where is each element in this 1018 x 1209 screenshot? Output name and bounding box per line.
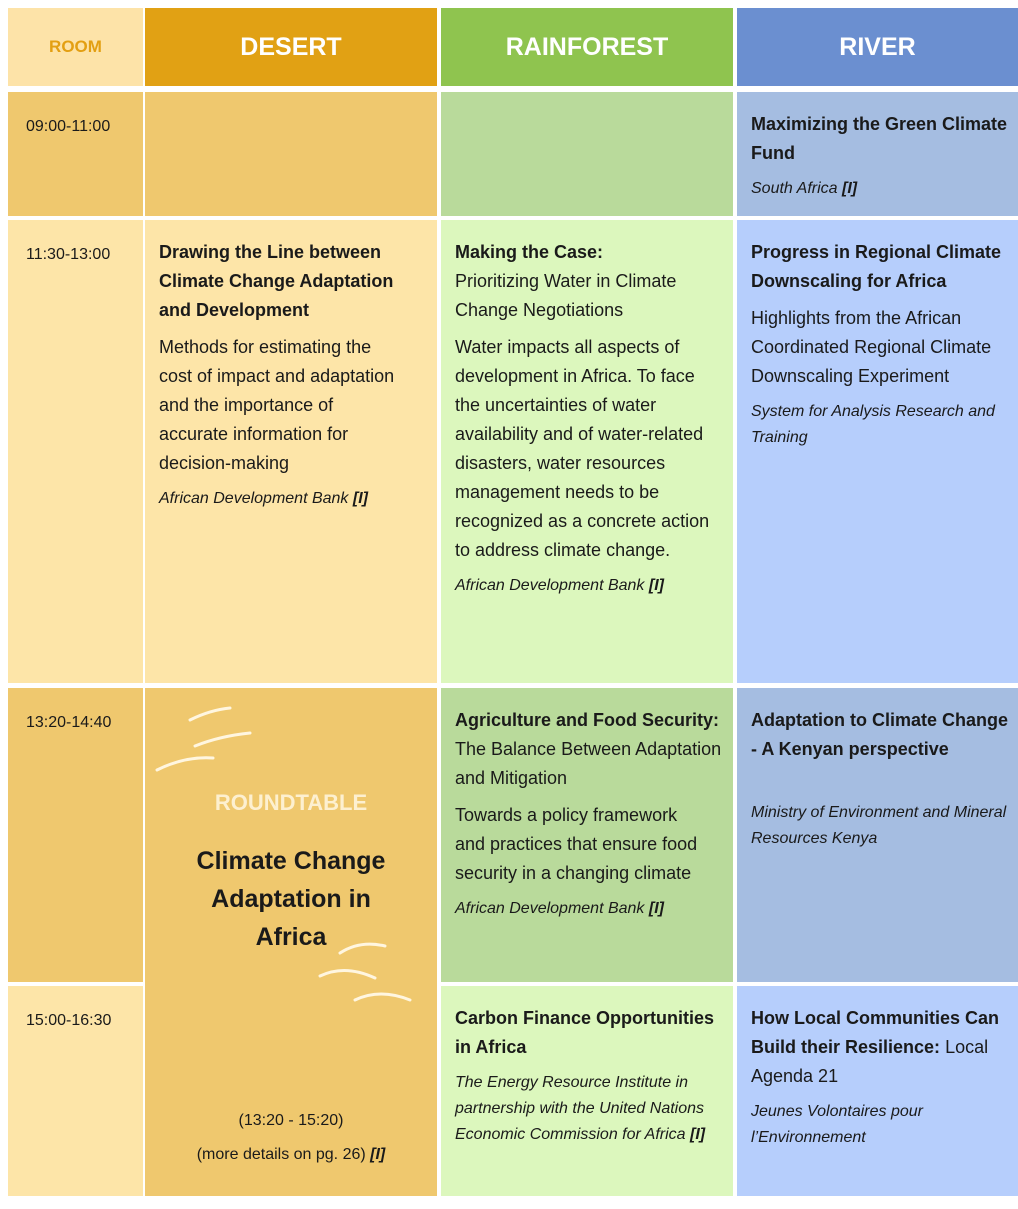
organization: African Development Bank [I] <box>455 896 723 922</box>
tag: [I] <box>649 577 664 594</box>
session: Adaptation to Climate Change - A Kenyan … <box>737 688 1018 982</box>
header-river: RIVER <box>737 8 1018 86</box>
title: Progress in Regional Climate Downscaling… <box>751 238 1008 296</box>
roundtable: ROUNDTABLE Climate Change Adaptation in … <box>145 688 437 1196</box>
time-cell: 11:30-13:00 <box>8 220 143 683</box>
organization: African Development Bank [I] <box>455 573 723 599</box>
title: Carbon Finance Opportunities in Africa <box>455 1004 723 1062</box>
organization: Jeunes Volontaires pour l’Environnement <box>751 1099 1008 1151</box>
session: Agriculture and Food Security: The Balan… <box>441 688 733 982</box>
organization: System for Analysis Research and Trainin… <box>751 399 1008 451</box>
description: Highlights from the African Coordinated … <box>751 304 1008 391</box>
session: Progress in Regional Climate Downscaling… <box>737 220 1018 683</box>
time-cell: 15:00-16:30 <box>8 986 143 1196</box>
description: Towards a policy framework and practices… <box>455 801 723 888</box>
title: Drawing the Line between Climate Change … <box>159 238 427 325</box>
page: {"header":{"room":"ROOM","desert":"DESER… <box>0 0 1018 1209</box>
tag: [I] <box>353 490 368 507</box>
session: Maximizing the Green Climate Fund South … <box>737 92 1018 216</box>
header-room: ROOM <box>8 8 143 86</box>
org: African Development Bank <box>455 577 644 594</box>
time: (13:20 - 15:20) <box>145 1106 437 1135</box>
title: Adaptation to Climate Change - A Kenyan … <box>751 706 1008 764</box>
title: Climate Change Adaptation in Africa <box>175 842 407 956</box>
org: The Energy Resource Institute in partner… <box>455 1074 704 1143</box>
org: South Africa <box>751 180 838 197</box>
time-cell: 13:20-14:40 <box>8 688 143 982</box>
empty-cell <box>145 92 437 216</box>
organization: South Africa [I] <box>751 176 1008 202</box>
details-text: (more details on pg. 26) <box>197 1146 366 1163</box>
organization: African Development Bank [I] <box>159 486 427 512</box>
subtitle: Prioritizing Water in Climate Change Neg… <box>455 267 723 325</box>
session: How Local Communities Can Build their Re… <box>737 986 1018 1196</box>
session: Making the Case: Prioritizing Water in C… <box>441 220 733 683</box>
org: African Development Bank <box>455 900 644 917</box>
title: Maximizing the Green Climate Fund <box>751 110 1008 168</box>
time-cell: 09:00-11:00 <box>8 92 143 216</box>
tag: [I] <box>649 900 664 917</box>
description: Methods for estimating the cost of impac… <box>159 333 427 478</box>
label: ROUNDTABLE <box>145 788 437 817</box>
organization: Ministry of Environment and Mineral Reso… <box>751 800 1008 852</box>
description: Water impacts all aspects of development… <box>455 333 723 565</box>
org: African Development Bank <box>159 490 348 507</box>
session: Carbon Finance Opportunities in Africa T… <box>441 986 733 1196</box>
header-desert: DESERT <box>145 8 437 86</box>
organization: The Energy Resource Institute in partner… <box>455 1070 723 1148</box>
tag: [I] <box>842 180 857 197</box>
session: Drawing the Line between Climate Change … <box>145 220 437 683</box>
empty-cell <box>441 92 733 216</box>
tag: [I] <box>690 1126 705 1143</box>
details: (more details on pg. 26) [I] <box>145 1140 437 1169</box>
header-rainforest: RAINFOREST <box>441 8 733 86</box>
title: Making the Case: <box>455 238 723 267</box>
tag: [I] <box>370 1146 385 1163</box>
subtitle: The Balance Between Adaptation and Mitig… <box>455 739 721 788</box>
title: Agriculture and Food Security: <box>455 710 719 730</box>
